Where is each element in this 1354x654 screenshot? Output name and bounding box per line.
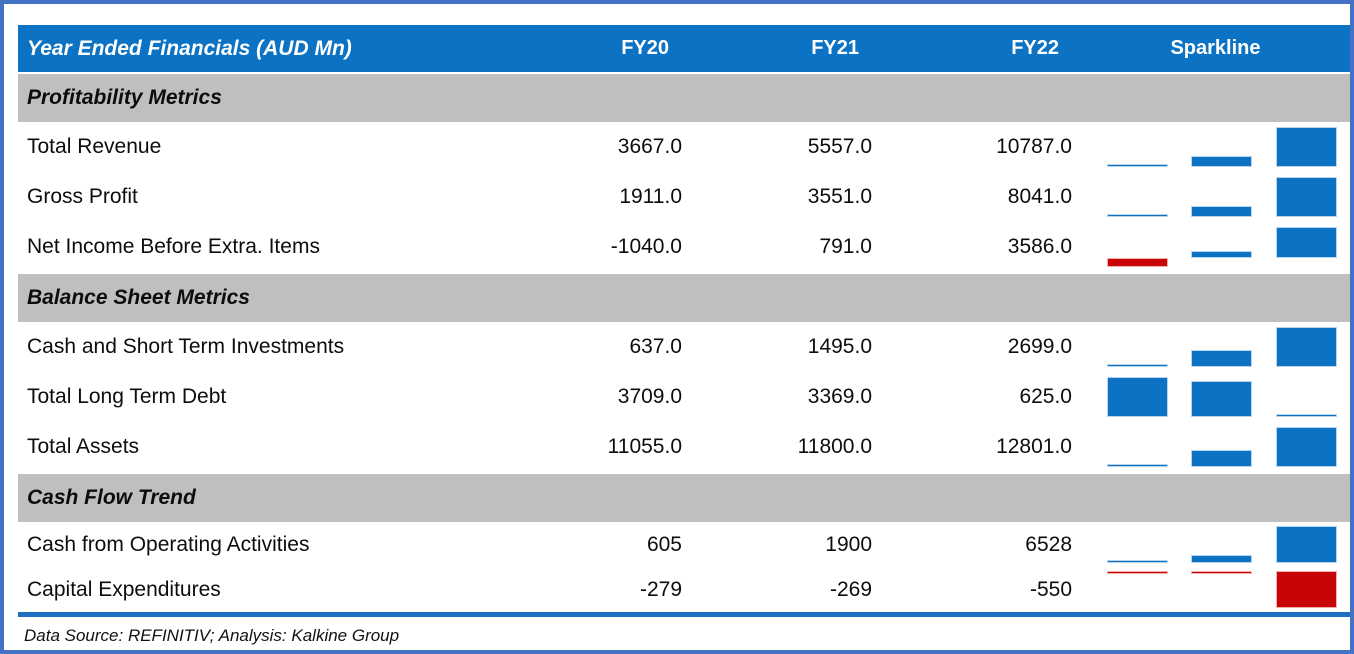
row-label: Cash from Operating Activities bbox=[27, 532, 310, 556]
col-header-sparkline: Sparkline bbox=[1170, 37, 1261, 59]
sparkline-cell bbox=[1081, 567, 1350, 612]
table-header-row: Year Ended Financials (AUD Mn) FY20 FY21… bbox=[18, 25, 1350, 72]
value-fy21: 791.0 bbox=[819, 235, 872, 258]
row-label: Gross Profit bbox=[27, 185, 138, 208]
financial-table: Year Ended Financials (AUD Mn) FY20 FY21… bbox=[18, 25, 1350, 646]
value-fy20: 1911.0 bbox=[619, 185, 682, 208]
value-fy20: -279 bbox=[639, 577, 682, 601]
value-fy20: 3667.0 bbox=[617, 135, 682, 158]
bottom-rule bbox=[18, 612, 1350, 617]
value-fy22: 3586.0 bbox=[1007, 235, 1072, 258]
table-row: Net Income Before Extra. Items -1040.0 791… bbox=[18, 222, 1350, 272]
value-fy21: 11800.0 bbox=[797, 435, 872, 458]
sparkline-bar-fy21 bbox=[1191, 206, 1252, 217]
value-fy20: -1040.0 bbox=[610, 235, 682, 258]
sparkline-bar-fy20 bbox=[1107, 560, 1168, 563]
sparkline-cell bbox=[1081, 372, 1350, 422]
value-fy21: 1900 bbox=[825, 532, 872, 556]
sparkline-bar-fy22 bbox=[1276, 571, 1337, 608]
row-label: Capital Expenditures bbox=[27, 577, 221, 601]
sparkline-bar-fy20 bbox=[1107, 571, 1168, 574]
table-row: Capital Expenditures -279 -269 -550 bbox=[18, 567, 1350, 612]
table-row: Total Long Term Debt 3709.0 3369.0 625.0 bbox=[18, 372, 1350, 422]
sparkline-bar-fy21 bbox=[1191, 156, 1252, 167]
sparkline-bar-fy20 bbox=[1107, 258, 1168, 267]
value-fy21: 1495.0 bbox=[807, 335, 872, 358]
value-fy22: 2699.0 bbox=[1007, 335, 1072, 358]
section-title: Cash Flow Trend bbox=[27, 486, 196, 509]
value-fy22: 12801.0 bbox=[996, 435, 1072, 458]
sparkline-bar-fy22 bbox=[1276, 127, 1337, 167]
section-title: Balance Sheet Metrics bbox=[27, 286, 250, 309]
row-label: Total Long Term Debt bbox=[27, 385, 227, 408]
section-title: Profitability Metrics bbox=[27, 86, 222, 109]
value-fy21: -269 bbox=[829, 577, 872, 601]
sparkline-cell bbox=[1081, 222, 1350, 272]
value-fy20: 3709.0 bbox=[617, 385, 682, 408]
data-source-note: Data Source: REFINITIV; Analysis: Kalkin… bbox=[24, 626, 400, 645]
sparkline-bar-fy20 bbox=[1107, 464, 1168, 467]
section-header: Balance Sheet Metrics bbox=[18, 274, 1350, 322]
section-header: Profitability Metrics bbox=[18, 74, 1350, 122]
sparkline-bar-fy22 bbox=[1276, 414, 1337, 417]
row-label: Total Assets bbox=[27, 435, 140, 458]
col-header-fy20: FY20 bbox=[621, 37, 669, 59]
table-body: Profitability Metrics Total Revenue 3667.0… bbox=[18, 74, 1350, 612]
sparkline-bar-fy21 bbox=[1191, 350, 1252, 367]
col-header-fy22: FY22 bbox=[1011, 37, 1059, 59]
sparkline-bar-fy22 bbox=[1276, 427, 1337, 467]
value-fy22: 6528 bbox=[1025, 532, 1072, 556]
sparkline-cell bbox=[1081, 322, 1350, 372]
sparkline-bar-fy22 bbox=[1276, 177, 1337, 217]
sparkline-bar-fy21 bbox=[1191, 381, 1252, 417]
row-label: Cash and Short Term Investments bbox=[27, 335, 345, 358]
sparkline-bar-fy21 bbox=[1191, 449, 1252, 467]
sparkline-bar-fy22 bbox=[1276, 227, 1337, 259]
table-row: Total Assets 11055.0 11800.0 12801.0 bbox=[18, 422, 1350, 472]
sparkline-cell bbox=[1081, 522, 1350, 567]
sparkline-bar-fy20 bbox=[1107, 214, 1168, 217]
sparkline-cell bbox=[1081, 422, 1350, 472]
row-label: Total Revenue bbox=[27, 135, 162, 158]
sparkline-bar-fy21 bbox=[1191, 251, 1252, 259]
sparkline-bar-fy20 bbox=[1107, 164, 1168, 167]
sparkline-bar-fy21 bbox=[1191, 571, 1252, 574]
value-fy22: 8041.0 bbox=[1007, 185, 1072, 208]
value-fy21: 3369.0 bbox=[807, 385, 872, 408]
value-fy22: -550 bbox=[1029, 577, 1072, 601]
sparkline-bar-fy22 bbox=[1276, 327, 1337, 367]
table-title: Year Ended Financials (AUD Mn) bbox=[27, 36, 352, 60]
col-header-fy21: FY21 bbox=[811, 37, 859, 59]
sparkline-bar-fy20 bbox=[1107, 364, 1168, 367]
sparkline-bar-fy21 bbox=[1191, 554, 1252, 563]
value-fy22: 625.0 bbox=[1019, 385, 1072, 408]
value-fy20: 637.0 bbox=[629, 335, 682, 358]
table-row: Cash and Short Term Investments 637.0 1495… bbox=[18, 322, 1350, 372]
value-fy21: 5557.0 bbox=[807, 135, 872, 158]
value-fy21: 3551.0 bbox=[807, 185, 872, 208]
row-label: Net Income Before Extra. Items bbox=[27, 235, 320, 258]
table-row: Cash from Operating Activities 605 1900 652… bbox=[18, 522, 1350, 567]
sparkline-bar-fy20 bbox=[1107, 377, 1168, 417]
sparkline-bar-fy22 bbox=[1276, 526, 1337, 563]
value-fy20: 11055.0 bbox=[607, 435, 682, 458]
section-header: Cash Flow Trend bbox=[18, 474, 1350, 522]
table-row: Gross Profit 1911.0 3551.0 8041.0 bbox=[18, 172, 1350, 222]
sparkline-cell bbox=[1081, 172, 1350, 222]
sparkline-cell bbox=[1081, 122, 1350, 172]
value-fy22: 10787.0 bbox=[996, 135, 1072, 158]
value-fy20: 605 bbox=[646, 532, 682, 556]
table-row: Total Revenue 3667.0 5557.0 10787.0 bbox=[18, 122, 1350, 172]
